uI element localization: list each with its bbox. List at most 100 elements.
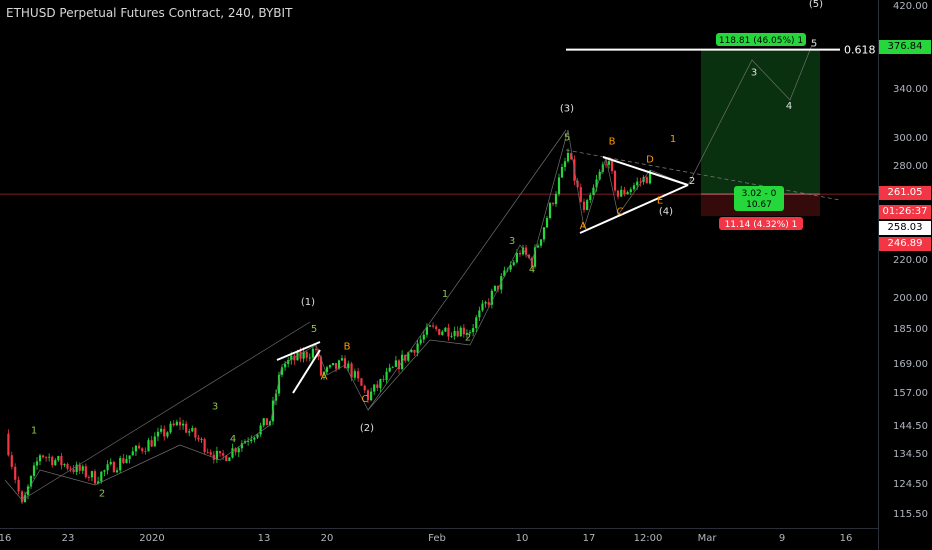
candle-body[interactable]	[441, 331, 444, 335]
candle-body[interactable]	[97, 481, 100, 484]
candle-body[interactable]	[45, 457, 48, 459]
candle-body[interactable]	[175, 421, 178, 426]
candle-body[interactable]	[166, 432, 169, 437]
candle-body[interactable]	[48, 456, 51, 458]
candle-body[interactable]	[337, 360, 341, 369]
candle-body[interactable]	[444, 327, 447, 332]
candle-body[interactable]	[632, 185, 636, 190]
candle-body[interactable]	[566, 153, 570, 162]
wedge-lower-line[interactable]	[292, 349, 321, 394]
candle-body[interactable]	[215, 450, 219, 460]
candle-body[interactable]	[109, 461, 112, 465]
candle-body[interactable]	[331, 363, 335, 366]
candle-body[interactable]	[524, 247, 528, 255]
candle-body[interactable]	[586, 200, 589, 211]
candle-body[interactable]	[160, 428, 163, 432]
candle-body[interactable]	[328, 365, 332, 368]
candle-body[interactable]	[106, 464, 109, 471]
candle-body[interactable]	[60, 456, 63, 466]
candle-body[interactable]	[347, 363, 350, 369]
triangle-upper-line[interactable]	[602, 156, 689, 186]
candle-body[interactable]	[629, 189, 632, 193]
candle-body[interactable]	[103, 470, 106, 472]
candle-body[interactable]	[487, 302, 490, 305]
candle-body[interactable]	[144, 451, 147, 452]
wedge-upper-line[interactable]	[276, 341, 321, 361]
candle-body[interactable]	[209, 452, 212, 455]
candle-body[interactable]	[237, 448, 240, 453]
candle-body[interactable]	[137, 445, 141, 449]
candle-body[interactable]	[7, 433, 10, 456]
candle-body[interactable]	[268, 421, 272, 426]
candle-body[interactable]	[366, 390, 370, 401]
candle-body[interactable]	[57, 456, 60, 461]
candle-body[interactable]	[391, 366, 394, 368]
candle-body[interactable]	[413, 350, 416, 353]
candle-body[interactable]	[153, 436, 156, 447]
candle-body[interactable]	[141, 448, 144, 452]
candle-body[interactable]	[163, 428, 166, 437]
candle-body[interactable]	[78, 464, 81, 471]
candle-body[interactable]	[218, 450, 222, 454]
candle-body[interactable]	[357, 371, 360, 379]
candle-body[interactable]	[363, 385, 366, 391]
candle-body[interactable]	[639, 181, 642, 183]
candle-body[interactable]	[453, 330, 456, 336]
price-axis[interactable]	[878, 0, 932, 550]
candle-body[interactable]	[287, 360, 290, 364]
candle-body[interactable]	[231, 448, 234, 458]
candle-body[interactable]	[465, 333, 469, 335]
candle-body[interactable]	[256, 434, 259, 438]
candle-body[interactable]	[373, 384, 376, 392]
candle-body[interactable]	[447, 327, 450, 337]
candle-body[interactable]	[542, 227, 546, 240]
candle-body[interactable]	[394, 360, 397, 367]
candle-body[interactable]	[280, 367, 284, 375]
candle-body[interactable]	[360, 378, 363, 386]
candle-body[interactable]	[38, 455, 42, 462]
candle-body[interactable]	[147, 440, 150, 452]
candle-body[interactable]	[503, 270, 506, 277]
candle-body[interactable]	[23, 494, 27, 503]
candle-body[interactable]	[259, 425, 262, 435]
candle-body[interactable]	[563, 161, 567, 167]
candle-body[interactable]	[570, 153, 573, 160]
candle-body[interactable]	[353, 371, 356, 378]
candle-body[interactable]	[156, 431, 160, 437]
candle-body[interactable]	[225, 455, 228, 461]
candle-body[interactable]	[616, 190, 620, 197]
candle-body[interactable]	[181, 423, 185, 426]
candle-body[interactable]	[125, 459, 128, 463]
candle-body[interactable]	[370, 391, 373, 401]
candle-body[interactable]	[54, 460, 57, 466]
candle-body[interactable]	[87, 477, 90, 478]
candle-body[interactable]	[131, 451, 134, 456]
candle-body[interactable]	[93, 471, 97, 484]
candle-body[interactable]	[425, 326, 428, 335]
candle-body[interactable]	[397, 360, 401, 370]
candle-body[interactable]	[340, 358, 344, 361]
candle-body[interactable]	[17, 479, 20, 492]
candle-body[interactable]	[385, 371, 388, 380]
candle-body[interactable]	[311, 348, 315, 358]
candle-body[interactable]	[14, 466, 17, 480]
candle-body[interactable]	[262, 418, 265, 426]
candle-body[interactable]	[410, 350, 413, 353]
candle-body[interactable]	[589, 195, 592, 201]
candle-body[interactable]	[250, 439, 253, 442]
candle-body[interactable]	[194, 427, 197, 438]
candle-body[interactable]	[63, 464, 66, 466]
candle-body[interactable]	[200, 439, 203, 440]
candle-body[interactable]	[283, 363, 287, 368]
candle-body[interactable]	[478, 310, 481, 318]
candle-body[interactable]	[484, 302, 487, 304]
candle-body[interactable]	[75, 464, 78, 472]
candle-body[interactable]	[10, 455, 13, 467]
candle-body[interactable]	[253, 437, 256, 440]
candle-body[interactable]	[178, 421, 182, 426]
candle-body[interactable]	[579, 187, 582, 202]
candle-body[interactable]	[636, 181, 639, 186]
candle-body[interactable]	[72, 469, 75, 472]
candle-body[interactable]	[302, 351, 305, 359]
